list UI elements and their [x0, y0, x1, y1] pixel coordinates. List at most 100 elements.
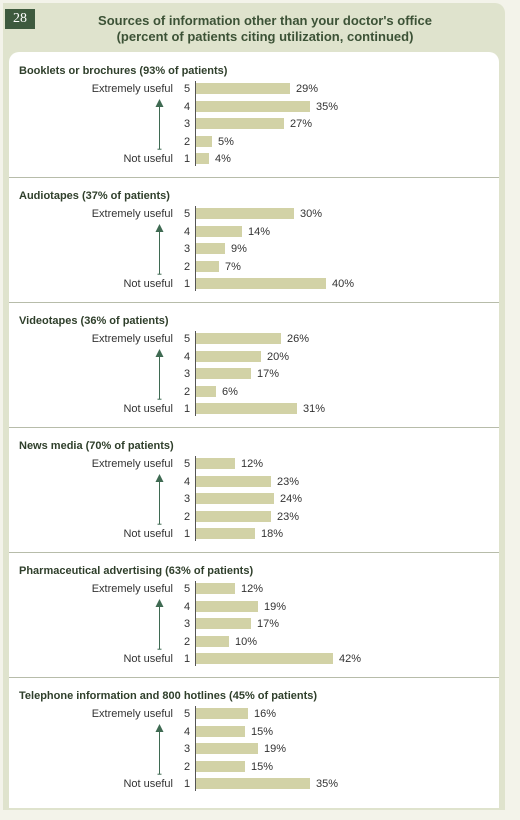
bar-value-label: 9% — [231, 243, 247, 256]
chart-title: News media (70% of patients) — [19, 440, 174, 452]
section-divider — [9, 552, 499, 553]
section-divider — [9, 302, 499, 303]
bar-value-label: 35% — [316, 100, 339, 113]
rating-tick-label: 5 — [183, 583, 191, 595]
scale-anchor-bottom: Not useful — [123, 278, 173, 291]
rating-tick-label: 2 — [183, 385, 191, 398]
scale-anchor-bottom: Not useful — [123, 153, 173, 166]
rating-tick-label: 2 — [183, 760, 191, 773]
scale-anchor-top: Extremely useful — [91, 83, 173, 95]
bar — [196, 725, 245, 737]
bar-value-label: 5% — [218, 135, 234, 148]
bar-value-label: 29% — [296, 83, 319, 95]
chart-section: Audiotapes (37% of patients) Extremely us… — [9, 177, 499, 302]
chart-section: Videotapes (36% of patients) Extremely us… — [9, 302, 499, 427]
scale-anchor-bottom: Not useful — [123, 653, 173, 666]
bar — [196, 350, 261, 362]
bar-value-label: 17% — [257, 618, 280, 631]
bar-value-label: 24% — [280, 493, 303, 506]
up-arrow-icon — [155, 223, 164, 275]
bar-value-label: 14% — [248, 225, 271, 238]
rating-tick-label: 4 — [183, 475, 191, 488]
chart-title: Telephone information and 800 hotlines (… — [19, 690, 318, 702]
bar — [196, 583, 235, 594]
y-axis-line — [195, 706, 196, 792]
rating-tick-label: 2 — [183, 135, 191, 148]
bar — [196, 778, 310, 790]
bar — [196, 510, 271, 522]
rating-tick-label: 4 — [183, 100, 191, 113]
bar — [196, 653, 333, 665]
scale-anchor-bottom: Not useful — [123, 403, 173, 416]
rating-tick-label: 2 — [183, 260, 191, 273]
y-axis-line — [195, 81, 196, 167]
chart-section: Telephone information and 800 hotlines (… — [9, 677, 499, 802]
bar — [196, 475, 271, 487]
bar-value-label: 15% — [251, 725, 274, 738]
bar-value-label: 42% — [339, 653, 362, 666]
bar-value-label: 16% — [254, 708, 277, 720]
bar-value-label: 12% — [241, 583, 264, 595]
rating-tick-label: 1 — [183, 153, 191, 166]
bar-value-label: 15% — [251, 760, 274, 773]
bar-value-label: 19% — [264, 600, 287, 613]
section-divider — [9, 677, 499, 678]
bar-value-label: 12% — [241, 458, 264, 470]
rating-tick-label: 3 — [183, 493, 191, 506]
chart-section: Pharmaceutical advertising (63% of patie… — [9, 552, 499, 677]
rating-tick-label: 4 — [183, 600, 191, 613]
bar — [196, 618, 251, 630]
bar — [196, 153, 209, 165]
y-axis-line — [195, 581, 196, 667]
up-arrow-icon — [155, 598, 164, 650]
rating-tick-label: 4 — [183, 725, 191, 738]
scale-anchor-top: Extremely useful — [91, 208, 173, 220]
bar — [196, 743, 258, 755]
bar-value-label: 26% — [287, 333, 310, 345]
scale-anchor-top: Extremely useful — [91, 583, 173, 595]
bar — [196, 208, 294, 219]
rating-tick-label: 2 — [183, 510, 191, 523]
bar — [196, 135, 212, 147]
up-arrow-icon — [155, 348, 164, 400]
bar-value-label: 20% — [267, 350, 290, 363]
rating-tick-label: 3 — [183, 743, 191, 756]
rating-tick-label: 3 — [183, 368, 191, 381]
scale-anchor-top: Extremely useful — [91, 458, 173, 470]
bar-value-label: 19% — [264, 743, 287, 756]
bar-value-label: 17% — [257, 368, 280, 381]
bar — [196, 458, 235, 469]
bar — [196, 333, 281, 344]
rating-tick-label: 1 — [183, 653, 191, 666]
y-axis-line — [195, 206, 196, 292]
bar — [196, 493, 274, 505]
rating-tick-label: 5 — [183, 83, 191, 95]
bar — [196, 635, 229, 647]
bar — [196, 708, 248, 719]
y-axis-line — [195, 331, 196, 417]
bar-value-label: 30% — [300, 208, 323, 220]
scale-anchor-top: Extremely useful — [91, 333, 173, 345]
rating-tick-label: 5 — [183, 333, 191, 345]
rating-tick-label: 2 — [183, 635, 191, 648]
chart-section: Booklets or brochures (93% of patients) E… — [9, 52, 499, 177]
bar — [196, 385, 216, 397]
chart-title: Pharmaceutical advertising (63% of patie… — [19, 565, 254, 577]
section-divider — [9, 177, 499, 178]
bar-value-label: 4% — [215, 153, 231, 166]
page-number-badge: 28 — [5, 9, 35, 29]
bar — [196, 83, 290, 94]
rating-tick-label: 5 — [183, 458, 191, 470]
rating-tick-label: 3 — [183, 618, 191, 631]
bar-value-label: 27% — [290, 118, 313, 131]
bar-value-label: 23% — [277, 475, 300, 488]
figure-header: Sources of information other than your d… — [40, 13, 490, 45]
rating-tick-label: 4 — [183, 350, 191, 363]
bar — [196, 278, 326, 290]
bar-value-label: 40% — [332, 278, 355, 291]
figure-title-line-2: (percent of patients citing utilization,… — [116, 29, 414, 44]
chart-panel: Booklets or brochures (93% of patients) E… — [9, 52, 499, 808]
section-divider — [9, 427, 499, 428]
bar — [196, 118, 284, 130]
bar — [196, 260, 219, 272]
